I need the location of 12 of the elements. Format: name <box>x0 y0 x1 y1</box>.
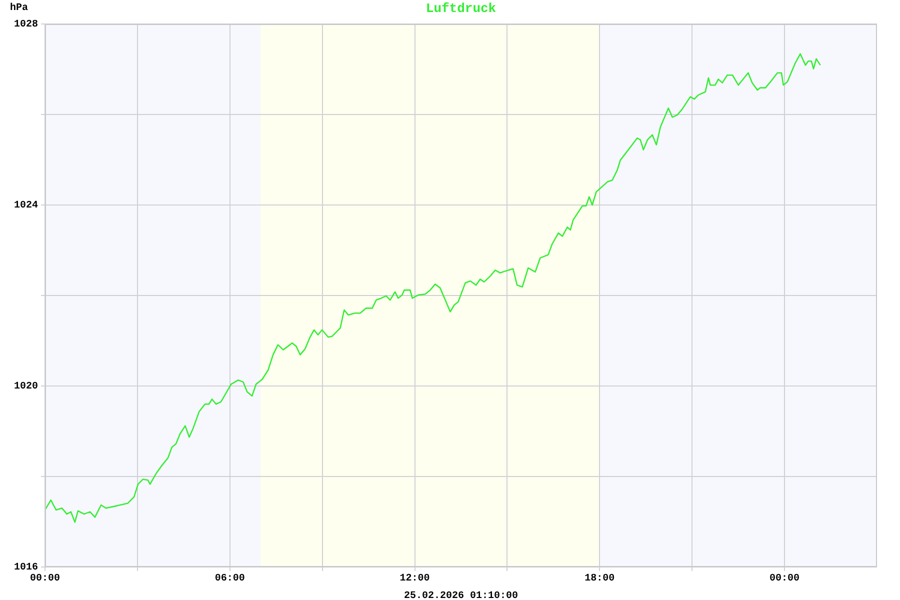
y-tick-label: 1024 <box>14 200 38 212</box>
y-axis-title: hPa <box>10 2 28 14</box>
x-tick-label: 00:00 <box>30 574 60 585</box>
x-tick-label: 00:00 <box>770 574 800 585</box>
x-tick-label: 12:00 <box>400 574 430 585</box>
text: 25.02.2026 01:10:00 <box>404 591 518 600</box>
x-tick-label: 06:00 <box>214 574 245 585</box>
chart-title: Luftdruck <box>426 1 496 16</box>
x-tick-label: 18:00 <box>584 574 615 585</box>
y-tick-label: 1016 <box>14 562 38 574</box>
y-tick-label: 1020 <box>14 382 38 393</box>
y-tick-label: 1028 <box>14 20 38 31</box>
